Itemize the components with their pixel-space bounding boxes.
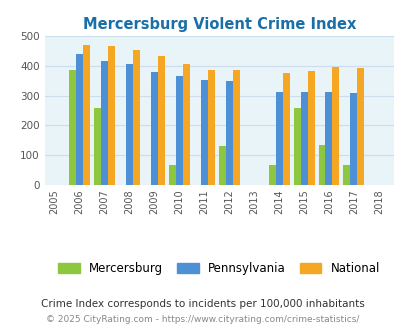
Bar [200,80,207,185]
Bar [232,70,239,185]
Legend: Mercersburg, Pennsylvania, National: Mercersburg, Pennsylvania, National [52,256,385,281]
Bar [350,93,356,185]
Bar [83,45,90,185]
Bar [356,68,364,185]
Bar [76,54,83,185]
Text: © 2025 CityRating.com - https://www.cityrating.com/crime-statistics/: © 2025 CityRating.com - https://www.city… [46,315,359,324]
Bar [207,70,214,185]
Bar [325,92,332,185]
Bar [158,56,164,185]
Bar [168,166,175,185]
Bar [318,145,325,185]
Bar [126,64,132,185]
Bar [225,82,232,185]
Bar [343,165,350,185]
Bar [182,64,190,185]
Bar [94,108,101,185]
Bar [151,72,158,185]
Bar [69,71,76,185]
Bar [293,108,300,185]
Bar [218,146,225,185]
Bar [300,92,307,185]
Bar [132,50,140,185]
Bar [332,67,339,185]
Title: Mercersburg Violent Crime Index: Mercersburg Violent Crime Index [82,17,355,32]
Bar [101,61,108,185]
Bar [268,165,275,185]
Bar [108,46,115,185]
Bar [282,73,289,185]
Bar [175,76,182,185]
Bar [275,92,282,185]
Text: Crime Index corresponds to incidents per 100,000 inhabitants: Crime Index corresponds to incidents per… [41,299,364,309]
Bar [307,71,314,185]
